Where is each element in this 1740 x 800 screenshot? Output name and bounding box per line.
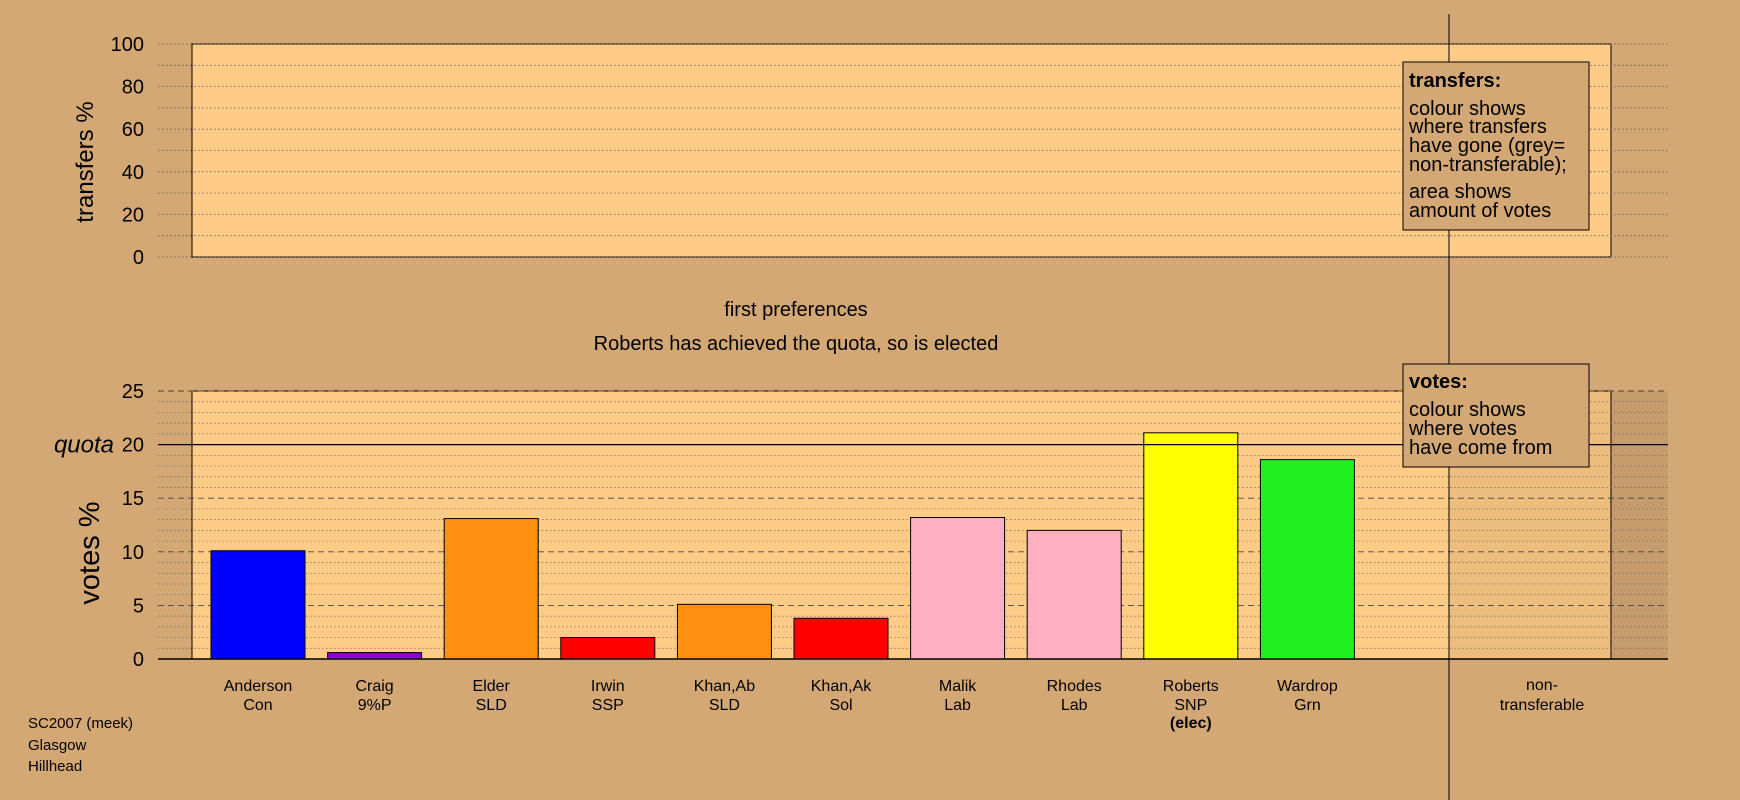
candidate-party: Sol [829, 697, 852, 714]
transfers-tick-label: 80 [122, 77, 144, 99]
votes-tick-label: 5 [133, 595, 144, 617]
transfers-legend-line: where transfers [1408, 116, 1547, 138]
candidate-name: Anderson [224, 678, 293, 695]
votes-legend-title: votes: [1409, 371, 1468, 393]
candidate-party: SNP [1174, 697, 1207, 714]
candidate-name: Roberts [1163, 678, 1219, 695]
transfers-legend-line: non-transferable); [1409, 154, 1567, 176]
vote-bar [1026, 529, 1122, 660]
votes-tick-label: 10 [122, 542, 144, 564]
transfers-legend-line: amount of votes [1409, 200, 1551, 222]
votes-legend: votes: colour shows where votes have com… [1402, 363, 1590, 468]
transfers-legend-line: have gone (grey= [1409, 135, 1565, 157]
candidate-name: Wardrop [1277, 678, 1338, 695]
transfers-legend-line: colour shows [1409, 98, 1526, 120]
candidate-party: SSP [592, 697, 624, 714]
nontransferable-label-2: transferable [1500, 697, 1585, 714]
votes-legend-line: where votes [1408, 418, 1517, 440]
vote-bar [676, 603, 772, 660]
votes-legend-line: colour shows [1409, 399, 1526, 421]
candidate-name: Khan,Ab [694, 678, 755, 695]
candidate-name: Irwin [591, 678, 625, 695]
vote-bar [210, 550, 306, 660]
tick-labels: 0 20 40 60 80 100 0 5 10 15 20 25 quota [54, 34, 144, 671]
candidate-name: Elder [473, 678, 511, 695]
candidate-name: Malik [939, 678, 977, 695]
candidate-party: 9%P [358, 697, 392, 714]
vote-bar [910, 516, 1006, 660]
quota-label: quota [54, 432, 114, 459]
transfers-tick-label: 20 [122, 204, 144, 226]
candidate-party: Con [243, 697, 272, 714]
stage-subtitle: Roberts has achieved the quota, so is el… [594, 333, 999, 355]
candidate-name: Craig [355, 678, 393, 695]
transfers-tick-label: 60 [122, 119, 144, 141]
vote-bar [560, 637, 656, 660]
transfers-legend-line: area shows [1409, 181, 1511, 203]
transfers-legend: transfers: colour shows where transfers … [1402, 61, 1590, 231]
candidate-party: SLD [709, 697, 740, 714]
votes-axis-title: votes % [74, 501, 106, 604]
footer-line: SC2007 (meek) [28, 715, 133, 732]
votes-tick-label: 0 [133, 649, 144, 671]
candidate-name: Khan,Ak [811, 678, 872, 695]
bars [210, 432, 1355, 660]
votes-legend-line: have come from [1409, 437, 1552, 459]
plot-backgrounds [191, 43, 1668, 660]
candidate-party: Lab [944, 697, 971, 714]
transfers-tick-label: 40 [122, 162, 144, 184]
vote-bar [793, 617, 889, 660]
nontransferable-label-1: non- [1526, 677, 1558, 694]
stage-title: first preferences [724, 299, 867, 321]
candidate-party: SLD [476, 697, 507, 714]
footer-line: Hillhead [28, 758, 82, 775]
vote-bar [443, 518, 539, 660]
votes-tick-label: 25 [122, 381, 144, 403]
candidate-name: Rhodes [1047, 678, 1102, 695]
votes-tick-label: 20 [122, 435, 144, 457]
transfers-legend-title: transfers: [1409, 70, 1501, 92]
transfers-tick-label: 0 [133, 247, 144, 269]
vote-bar [1143, 432, 1239, 660]
candidate-party: Lab [1061, 697, 1088, 714]
transfers-axis-title: transfers % [72, 101, 99, 222]
candidate-party: Grn [1294, 697, 1321, 714]
elected-marker: (elec) [1170, 715, 1212, 732]
transfers-tick-label: 100 [111, 34, 144, 56]
vote-bar [1259, 459, 1355, 660]
candidate-labels: Anderson Con Craig 9%P Elder SLD Irwin SSP Khan,… [224, 678, 1338, 732]
votes-tick-label: 15 [122, 488, 144, 510]
footer-line: Glasgow [28, 737, 87, 754]
vote-bar [327, 652, 423, 660]
votes-plot-area [191, 390, 1612, 660]
